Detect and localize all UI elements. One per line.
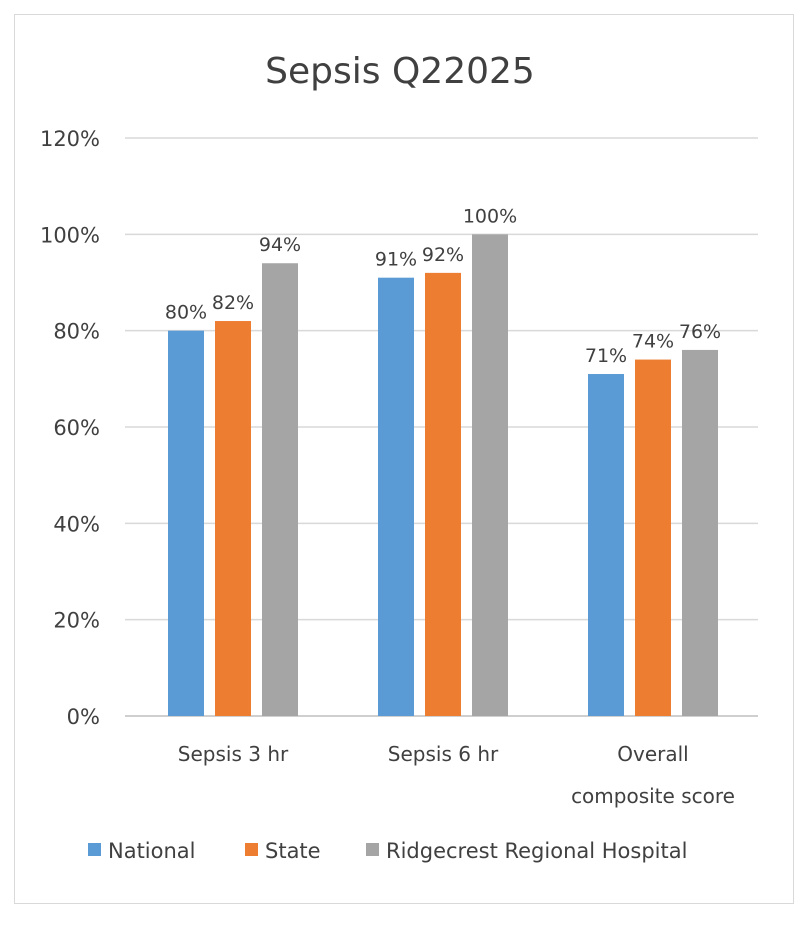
bar-ridgecrest-regional-hospital <box>262 263 298 716</box>
chart-title: Sepsis Q22025 <box>265 51 535 92</box>
y-tick-label: 120% <box>40 127 100 151</box>
legend-swatch <box>245 843 258 856</box>
data-label: 91% <box>375 249 417 271</box>
y-tick-label: 20% <box>53 609 100 633</box>
bar-ridgecrest-regional-hospital <box>472 234 508 717</box>
data-label: 71% <box>585 345 627 367</box>
y-tick-label: 100% <box>40 223 100 247</box>
y-tick-label: 80% <box>53 320 100 344</box>
legend-swatch <box>88 843 101 856</box>
y-tick-label: 60% <box>53 416 100 440</box>
bar-state <box>215 321 251 716</box>
x-category-label: Overall <box>617 742 688 766</box>
bar-state <box>635 359 671 716</box>
data-label: 92% <box>422 244 464 266</box>
data-label: 76% <box>679 321 721 343</box>
x-category-label: Sepsis 3 hr <box>178 742 289 766</box>
legend-swatch <box>366 843 379 856</box>
data-label: 94% <box>259 234 301 256</box>
bar-state <box>425 272 461 716</box>
data-label: 100% <box>463 205 517 227</box>
y-tick-label: 40% <box>53 512 100 536</box>
legend-label: State <box>265 839 321 863</box>
x-category-label: composite score <box>571 784 735 808</box>
data-label: 80% <box>165 302 207 324</box>
legend: National State Ridgecrest Regional Hospita… <box>88 839 687 863</box>
data-label: 82% <box>212 292 254 314</box>
bars <box>168 234 718 717</box>
y-axis-tick-labels: 0% 20% 40% 60% 80% 100% 120% <box>40 127 100 729</box>
x-axis-category-labels: Sepsis 3 hr Sepsis 6 hr Overall composite s… <box>178 742 735 808</box>
legend-label: Ridgecrest Regional Hospital <box>386 839 687 863</box>
y-tick-label: 0% <box>67 705 100 729</box>
data-label: 74% <box>632 331 674 353</box>
x-category-label: Sepsis 6 hr <box>388 742 499 766</box>
legend-label: National <box>108 839 196 863</box>
data-labels: 80% 91% 71% 82% 92% 74% 94% 100% 76% <box>165 205 721 367</box>
bar-national <box>588 374 624 716</box>
bar-ridgecrest-regional-hospital <box>682 349 718 716</box>
bar-national <box>168 330 204 716</box>
bar-national <box>378 277 414 716</box>
